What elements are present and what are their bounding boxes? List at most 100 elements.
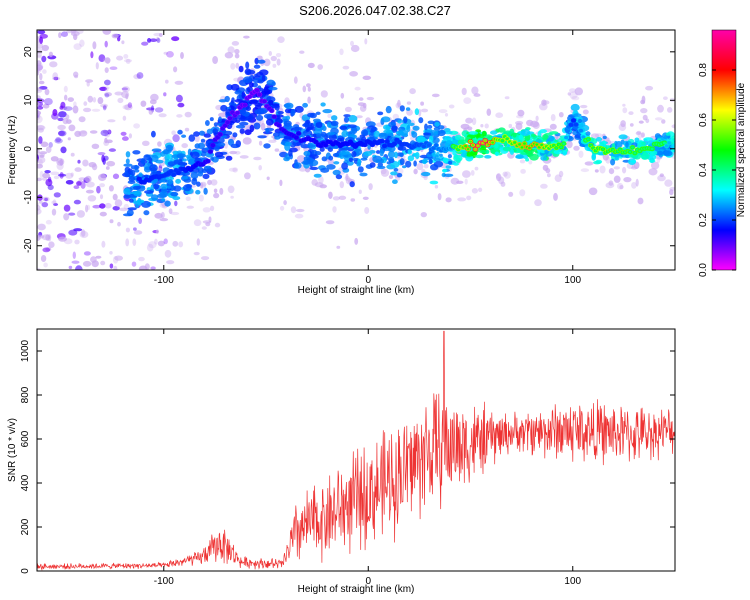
spectrogram-cell xyxy=(283,120,292,127)
spectrogram-cell xyxy=(193,251,200,256)
spectrogram-cell xyxy=(253,122,261,130)
spectrogram-cell xyxy=(605,182,615,189)
spectrogram-x-tick-label: 0 xyxy=(365,275,371,286)
spectrogram-cell xyxy=(109,66,118,70)
spectrogram-cell xyxy=(52,72,59,80)
spectrogram-cell xyxy=(332,196,340,201)
spectrogram-cell xyxy=(171,130,176,136)
spectrogram-cell xyxy=(240,115,246,121)
spectrogram-cell xyxy=(90,256,97,263)
spectrogram-cell xyxy=(438,153,443,158)
spectrogram-cell xyxy=(133,123,141,129)
spectrogram-cell xyxy=(585,131,591,136)
spectrogram-cell xyxy=(457,139,468,145)
spectrogram-cell xyxy=(340,92,345,99)
spectrogram-cell xyxy=(73,185,80,190)
spectrogram-cell xyxy=(37,115,43,124)
spectrogram-cell xyxy=(317,64,324,70)
spectrogram-cell xyxy=(294,213,304,219)
spectrogram-y-label: Frequency (Hz) xyxy=(7,116,18,185)
spectrogram-cell xyxy=(128,175,136,182)
spectrogram-cell xyxy=(508,191,514,197)
spectrogram-cell xyxy=(212,56,219,64)
spectrogram-cell xyxy=(328,191,333,199)
spectrogram-cell xyxy=(269,109,274,113)
spectrogram-cell xyxy=(240,108,247,115)
spectrogram-cell xyxy=(149,164,158,172)
spectrogram-cell xyxy=(580,104,588,109)
spectrogram-cell xyxy=(196,181,201,187)
spectrogram-cell xyxy=(322,109,333,114)
spectrogram-cell xyxy=(319,146,325,152)
spectrogram-cell xyxy=(468,131,479,135)
spectrogram-cell xyxy=(399,152,404,158)
spectrogram-cell xyxy=(358,97,364,101)
spectrogram-cell xyxy=(578,128,584,133)
spectrogram-cell xyxy=(625,141,629,148)
spectrogram-cell xyxy=(190,171,199,179)
spectrogram-cell xyxy=(339,150,350,156)
spectrogram-cell xyxy=(38,200,43,204)
spectrogram-cell xyxy=(423,132,432,136)
spectrogram-cell xyxy=(490,130,498,135)
spectrogram-cell xyxy=(83,107,92,113)
spectrogram-cell xyxy=(302,102,308,108)
spectrogram-cell xyxy=(37,267,41,270)
spectrogram-cell xyxy=(42,247,51,253)
spectrogram-cell xyxy=(569,91,578,99)
spectrogram-cell xyxy=(412,152,418,157)
spectrogram-cell xyxy=(667,141,672,145)
spectrogram-cell xyxy=(121,91,130,99)
spectrogram-cell xyxy=(434,184,439,189)
spectrogram-cell xyxy=(555,146,558,150)
spectrogram-x-tick-label: 100 xyxy=(564,275,581,286)
spectrogram-cell xyxy=(70,172,74,177)
spectrogram-cell xyxy=(589,144,593,147)
spectrogram-cell xyxy=(193,219,202,227)
spectrogram-cell xyxy=(270,55,277,62)
spectrogram-cell xyxy=(103,140,110,147)
spectrogram-cell xyxy=(412,125,420,131)
spectrogram-cell xyxy=(515,154,524,159)
spectrogram-cell xyxy=(78,177,86,181)
spectrogram-cell xyxy=(295,208,305,213)
spectrogram-y-tick-label: 20 xyxy=(23,46,34,58)
spectrogram-cell xyxy=(283,200,287,206)
spectrogram-cell xyxy=(528,160,533,165)
spectrogram-cell xyxy=(41,55,47,63)
spectrogram-cell xyxy=(214,151,224,158)
spectrogram-cell xyxy=(214,144,220,152)
spectrogram-cell xyxy=(57,124,66,131)
spectrogram-cell xyxy=(549,123,557,130)
spectrogram-cell xyxy=(73,228,83,232)
spectrogram-cell xyxy=(85,79,94,83)
spectrogram-cell xyxy=(127,207,137,211)
spectrogram-cell xyxy=(182,158,187,162)
spectrogram-cell xyxy=(357,166,364,173)
spectrogram-cell xyxy=(362,75,372,81)
spectrogram-cell xyxy=(39,151,48,155)
spectrogram-cell xyxy=(85,204,89,213)
spectrogram-cell xyxy=(664,179,673,187)
spectrogram-cell xyxy=(397,146,407,151)
spectrogram-cell xyxy=(314,151,322,156)
spectrogram-cell xyxy=(125,58,131,64)
spectrogram-cell xyxy=(144,263,150,270)
spectrogram-cell xyxy=(146,107,155,111)
spectrogram-cell xyxy=(311,179,319,186)
spectrogram-cell xyxy=(277,123,282,128)
spectrogram-cell xyxy=(197,142,206,149)
spectrogram-cell xyxy=(643,137,654,142)
spectrogram-cell xyxy=(431,152,436,157)
spectrogram-cell xyxy=(95,255,102,259)
spectrogram-cell xyxy=(671,143,675,149)
spectrogram-cell xyxy=(213,192,220,199)
spectrogram-cell xyxy=(266,176,270,181)
spectrogram-cell xyxy=(426,154,433,158)
spectrogram-cell xyxy=(99,86,107,91)
spectrogram-cell xyxy=(519,134,524,141)
spectrogram-cell xyxy=(339,48,344,56)
spectrogram-cell xyxy=(356,162,362,167)
spectrogram-cell xyxy=(132,185,141,190)
